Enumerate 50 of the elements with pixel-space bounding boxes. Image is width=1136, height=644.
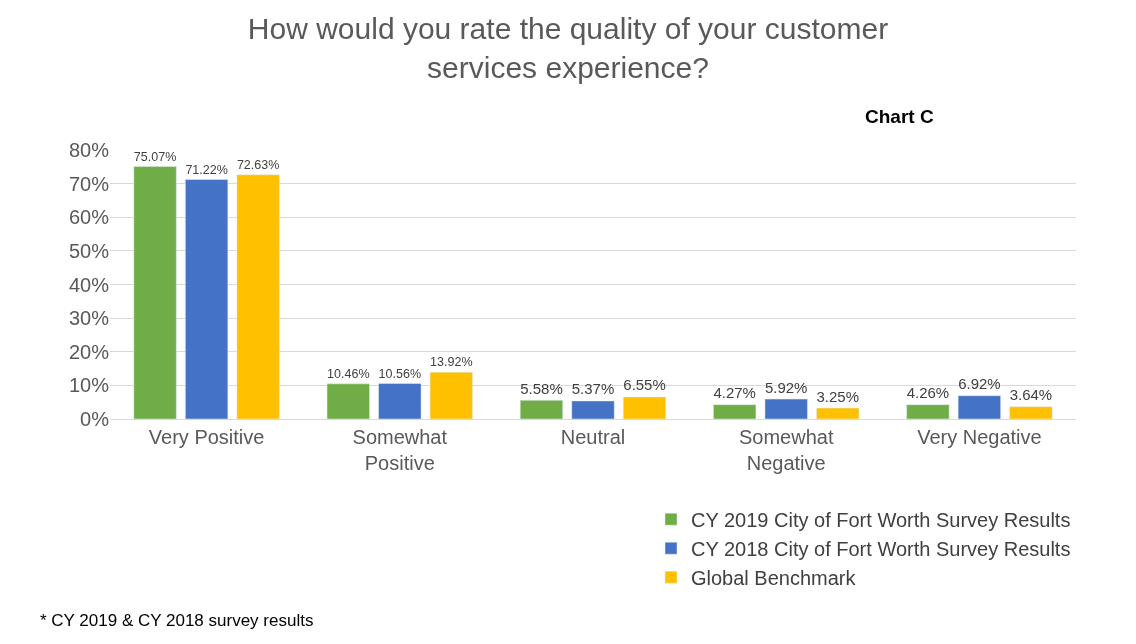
legend-label: CY 2018 City of Fort Worth Survey Results <box>691 538 1071 560</box>
data-label: 6.92% <box>958 375 1001 393</box>
data-label: 5.92% <box>764 378 808 396</box>
text: * CY 2019 & CY 2018 survey results <box>40 611 314 630</box>
y-tick-label: 60% <box>68 206 110 229</box>
data-label: 3.64% <box>1009 386 1053 404</box>
bar <box>185 179 229 419</box>
legend-label: Global Benchmark <box>691 567 857 589</box>
data-label: 10.46% <box>327 366 370 381</box>
y-tick-label: 70% <box>68 172 110 195</box>
legend-label: CY 2019 City of Fort Worth Survey Results <box>691 509 1071 531</box>
x-tick-label: Somewhat Positive <box>352 426 448 474</box>
data-label: 6.55% <box>623 376 666 394</box>
data-label: 4.27% <box>713 384 756 402</box>
data-label: 75.07% <box>133 149 177 164</box>
data-label: 10.56% <box>378 366 422 381</box>
bar <box>378 383 422 419</box>
data-label: 72.63% <box>236 157 280 172</box>
bar <box>957 395 1001 419</box>
bar <box>713 404 757 419</box>
y-tick-label: 10% <box>68 374 110 397</box>
x-tick-label: Very Negative <box>917 426 1042 448</box>
bar <box>571 400 615 419</box>
y-tick-label: 0% <box>80 408 110 430</box>
bar <box>906 404 950 419</box>
y-tick-label: 20% <box>68 340 110 363</box>
bar <box>429 371 473 419</box>
data-label: 3.25% <box>816 387 859 405</box>
data-label: 4.26% <box>906 384 950 402</box>
bar <box>236 174 280 419</box>
x-tick-label: Neutral <box>560 426 626 448</box>
y-tick-label: 40% <box>68 273 110 296</box>
y-tick-label: 30% <box>68 307 110 330</box>
bar <box>326 383 370 419</box>
x-tick-label: Somewhat Negative <box>738 426 834 474</box>
y-tick-label: 80% <box>68 139 110 161</box>
bar <box>764 398 808 419</box>
bar <box>133 166 177 419</box>
bar <box>623 396 667 419</box>
text: Chart C <box>865 106 934 127</box>
y-tick-label: 50% <box>68 239 110 262</box>
x-tick-label: Very Positive <box>148 426 265 448</box>
data-label: 5.58% <box>520 379 563 397</box>
chart-title: How would you rate the quality of your customer services experience? <box>247 11 889 84</box>
data-label: 71.22% <box>185 162 228 177</box>
data-label: 13.92% <box>430 355 473 370</box>
data-label: 5.37% <box>571 380 615 398</box>
bar <box>519 399 563 419</box>
bar <box>816 407 860 419</box>
bar <box>1009 406 1053 419</box>
